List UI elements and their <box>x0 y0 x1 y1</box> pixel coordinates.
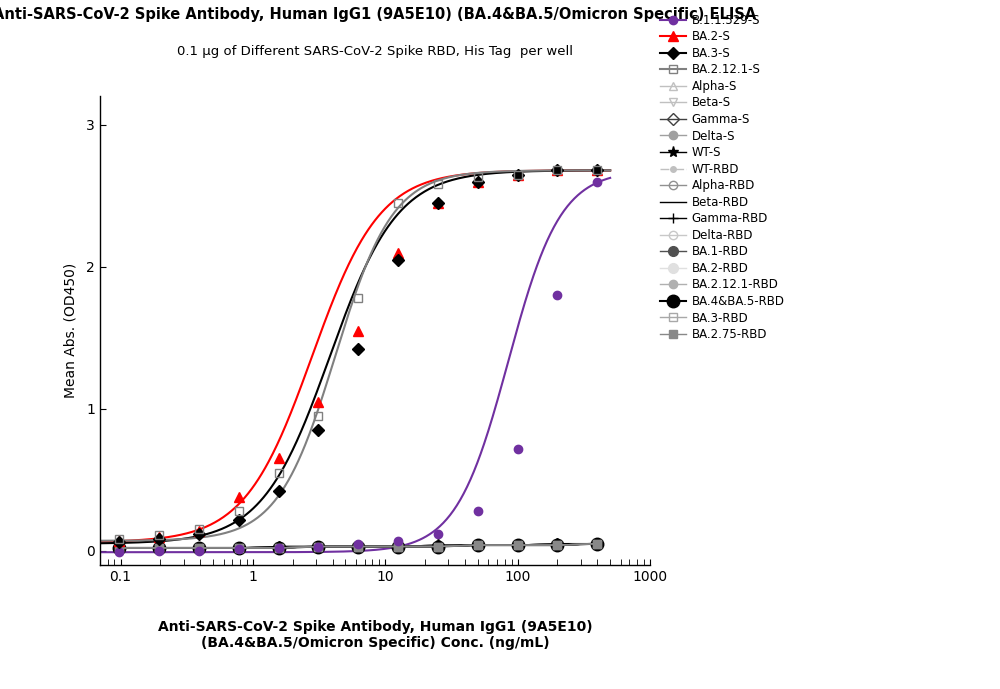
Text: Anti-SARS-CoV-2 Spike Antibody, Human IgG1 (9A5E10) (BA.4&BA.5/Omicron Specific): Anti-SARS-CoV-2 Spike Antibody, Human Ig… <box>0 7 757 22</box>
Text: Anti-SARS-CoV-2 Spike Antibody, Human IgG1 (9A5E10)
(BA.4&BA.5/Omicron Specific): Anti-SARS-CoV-2 Spike Antibody, Human Ig… <box>158 620 592 650</box>
Text: 0.1 μg of Different SARS-CoV-2 Spike RBD, His Tag  per well: 0.1 μg of Different SARS-CoV-2 Spike RBD… <box>177 45 573 58</box>
Y-axis label: Mean Abs. (OD450): Mean Abs. (OD450) <box>64 263 78 398</box>
Legend: B.1.1.529-S, BA.2-S, BA.3-S, BA.2.12.1-S, Alpha-S, Beta-S, Gamma-S, Delta-S, WT-: B.1.1.529-S, BA.2-S, BA.3-S, BA.2.12.1-S… <box>660 14 785 341</box>
